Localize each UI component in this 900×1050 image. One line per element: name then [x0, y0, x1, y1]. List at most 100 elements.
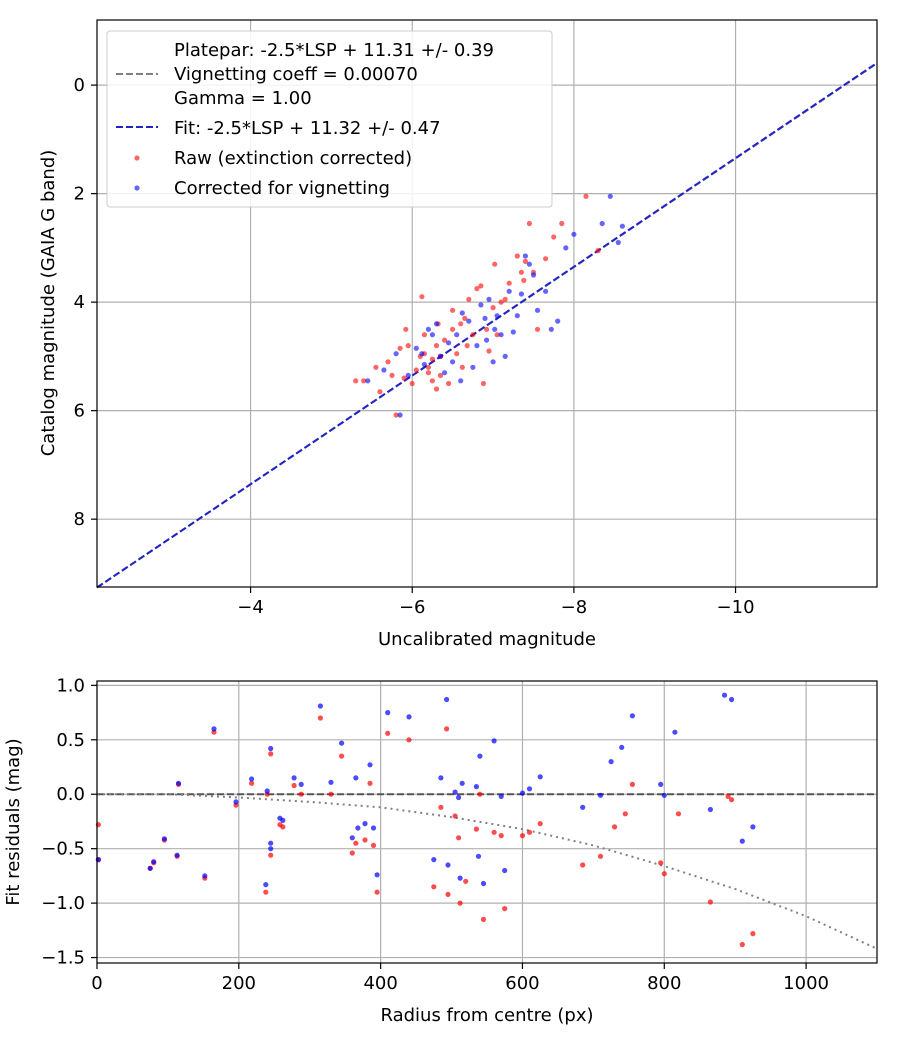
- corrected-point: [473, 784, 479, 790]
- x-tick-label: 0: [91, 973, 102, 994]
- raw-point: [425, 370, 431, 376]
- corrected-point: [506, 288, 512, 294]
- raw-point: [433, 343, 440, 349]
- bottom-ticks: 0 200 400 600 800 1000 −1.5 −1.0 −0.5 0.0 0.5 1.0: [41, 675, 829, 994]
- legend-box: [106, 30, 553, 208]
- raw-point: [429, 356, 435, 362]
- legend-raw-label: Raw (extinction corrected): [174, 148, 412, 169]
- corrected-point: [291, 775, 297, 781]
- x-tick-label: 1000: [783, 973, 829, 994]
- corrected-point: [548, 326, 554, 332]
- x-tick-label: 400: [363, 973, 397, 994]
- top-x-axis-label: Uncalibrated magnitude: [378, 629, 596, 650]
- corrected-point: [492, 326, 498, 332]
- raw-point: [457, 900, 463, 906]
- y-tick-label: 0.0: [56, 784, 85, 805]
- raw-point: [406, 737, 412, 743]
- corrected-point: [393, 351, 399, 357]
- x-tick-label: 800: [647, 973, 681, 994]
- bottom-chart: 0 200 400 600 800 1000 −1.5 −1.0 −0.5 0.0 0.5 1.0 R…: [3, 675, 878, 1026]
- raw-point: [298, 791, 304, 797]
- raw-point: [442, 337, 448, 343]
- raw-point: [445, 891, 451, 898]
- raw-point: [498, 299, 504, 305]
- corrected-point: [355, 825, 361, 831]
- legend: Platepar: -2.5*LSP + 11.31 +/- 0.39 Vign…: [106, 30, 553, 208]
- raw-point: [486, 348, 492, 354]
- corrected-point: [474, 343, 480, 349]
- bottom-y-axis-label: Fit residuals (mag): [3, 738, 24, 905]
- legend-platepar-label: Platepar: -2.5*LSP + 11.31 +/- 0.39: [174, 40, 494, 61]
- raw-point: [339, 753, 345, 759]
- corrected-point: [328, 779, 334, 785]
- raw-point: [526, 829, 533, 835]
- corrected-point: [661, 792, 667, 798]
- corrected-point: [729, 696, 735, 703]
- raw-point: [466, 296, 472, 302]
- raw-point: [459, 364, 465, 370]
- corrected-point: [458, 378, 464, 384]
- raw-point: [385, 730, 391, 736]
- corrected-point: [429, 332, 435, 338]
- corrected-point: [599, 220, 605, 227]
- corrected-point: [437, 353, 444, 359]
- raw-point: [729, 797, 735, 803]
- raw-point: [446, 380, 452, 387]
- raw-point: [474, 286, 480, 292]
- corrected-point: [151, 859, 157, 865]
- corrected-point: [349, 835, 355, 841]
- corrected-point: [519, 790, 526, 796]
- corrected-point: [707, 806, 714, 813]
- raw-point: [595, 248, 601, 254]
- corrected-point: [264, 788, 270, 794]
- corrected-point: [268, 846, 274, 852]
- corrected-point: [442, 370, 448, 376]
- raw-point: [393, 412, 399, 418]
- raw-point: [249, 780, 255, 786]
- corrected-point: [263, 882, 269, 888]
- vignetting-curve: [97, 793, 878, 950]
- legend-raw-marker: [134, 155, 140, 161]
- x-tick-label: 600: [505, 973, 539, 994]
- corrected-point: [502, 353, 508, 359]
- top-axes-frame: [96, 19, 878, 588]
- raw-point: [470, 332, 476, 338]
- raw-point: [421, 332, 427, 338]
- corrected-point: [233, 799, 239, 805]
- raw-point: [543, 256, 549, 262]
- bottom-points: [95, 692, 756, 948]
- corrected-point: [672, 729, 678, 735]
- corrected-point: [537, 774, 543, 780]
- raw-point: [429, 378, 435, 384]
- corrected-point: [721, 692, 728, 698]
- raw-point: [473, 826, 479, 832]
- corrected-point: [268, 840, 274, 846]
- corrected-point: [510, 329, 516, 335]
- raw-point: [478, 283, 484, 289]
- legend-vignetting-label: Vignetting coeff = 0.00070: [174, 64, 418, 85]
- corrected-point: [374, 872, 380, 878]
- raw-point: [385, 359, 391, 365]
- corrected-point: [425, 326, 431, 332]
- corrected-point: [750, 824, 756, 830]
- corrected-point: [249, 776, 255, 782]
- corrected-point: [211, 726, 217, 732]
- corrected-point: [563, 245, 569, 251]
- bottom-grid: [96, 681, 877, 963]
- raw-point: [431, 884, 437, 890]
- corrected-point: [174, 852, 180, 858]
- corrected-point: [475, 853, 482, 859]
- raw-point: [463, 878, 469, 884]
- corrected-point: [280, 817, 286, 824]
- fit-line: [96, 62, 878, 589]
- raw-point: [661, 871, 667, 877]
- corrected-point: [421, 361, 427, 368]
- raw-point: [291, 782, 297, 789]
- corrected-point: [406, 714, 412, 720]
- corrected-point: [450, 359, 456, 365]
- corrected-point: [658, 781, 664, 788]
- corrected-point: [486, 296, 492, 302]
- corrected-point: [494, 313, 500, 319]
- legend-corrected-marker: [134, 185, 140, 191]
